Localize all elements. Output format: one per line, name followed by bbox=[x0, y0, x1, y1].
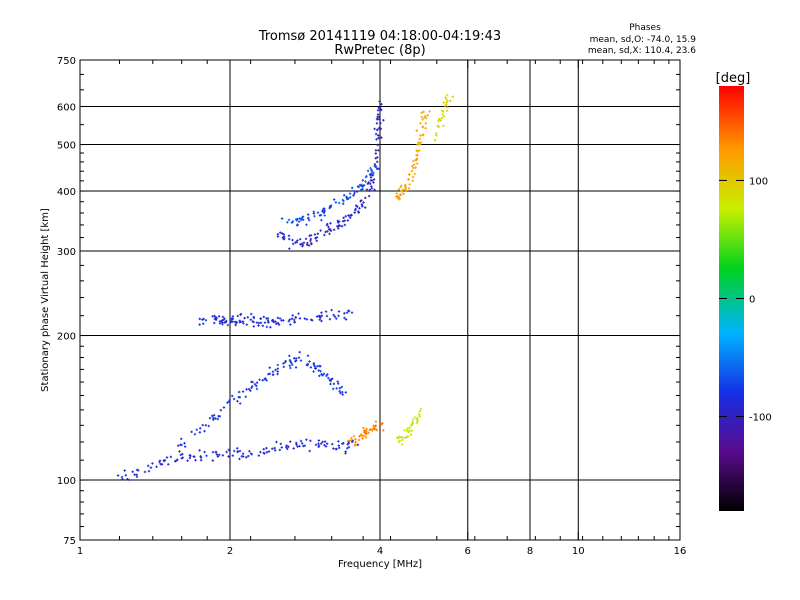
stats-x-line: mean, sd,X: 110.4, 23.6 bbox=[588, 46, 696, 56]
y-axis-label: Stationary phase Virtual Height [km] bbox=[40, 208, 51, 392]
x-axis-label: Frequency [MHz] bbox=[338, 559, 422, 570]
colorbar-label: [deg] bbox=[716, 71, 751, 86]
colorbar-tick-label: 0 bbox=[749, 295, 755, 306]
y-tick-label: 300 bbox=[57, 247, 76, 258]
x-tick-label: 16 bbox=[674, 546, 687, 557]
x-tick-label: 8 bbox=[527, 546, 533, 557]
colorbar-ticks: 100 0 -100 bbox=[719, 176, 772, 424]
chart-title: Tromsø 20141119 04:18:00-04:19:43 bbox=[258, 29, 501, 44]
y-tick-label: 200 bbox=[57, 332, 76, 343]
y-axis: 75 100 200 300 400 500 600 750 bbox=[57, 56, 680, 547]
colorbar-tick-label: -100 bbox=[749, 413, 772, 424]
x-tick-label: 1 bbox=[77, 546, 83, 557]
x-tick-label: 2 bbox=[227, 546, 233, 557]
y-tick-label: 75 bbox=[63, 536, 76, 547]
stats-o-line: mean, sd,O: -74.0, 15.9 bbox=[590, 35, 697, 45]
x-tick-label: 4 bbox=[377, 546, 383, 557]
y-tick-label: 100 bbox=[57, 476, 76, 487]
x-tick-label: 10 bbox=[572, 546, 585, 557]
colorbar-tick-label: 100 bbox=[749, 176, 768, 187]
stats-heading: Phases bbox=[629, 23, 661, 33]
chart-subtitle: RwPretec (8p) bbox=[334, 43, 425, 58]
y-tick-label: 750 bbox=[57, 56, 76, 67]
scatter-points bbox=[116, 93, 455, 482]
y-tick-label: 600 bbox=[57, 103, 76, 114]
y-tick-label: 400 bbox=[57, 187, 76, 198]
y-tick-label: 500 bbox=[57, 141, 76, 152]
x-tick-label: 6 bbox=[465, 546, 471, 557]
gridlines bbox=[80, 60, 680, 540]
x-axis: 1 2 4 6 8 10 16 bbox=[77, 60, 687, 557]
